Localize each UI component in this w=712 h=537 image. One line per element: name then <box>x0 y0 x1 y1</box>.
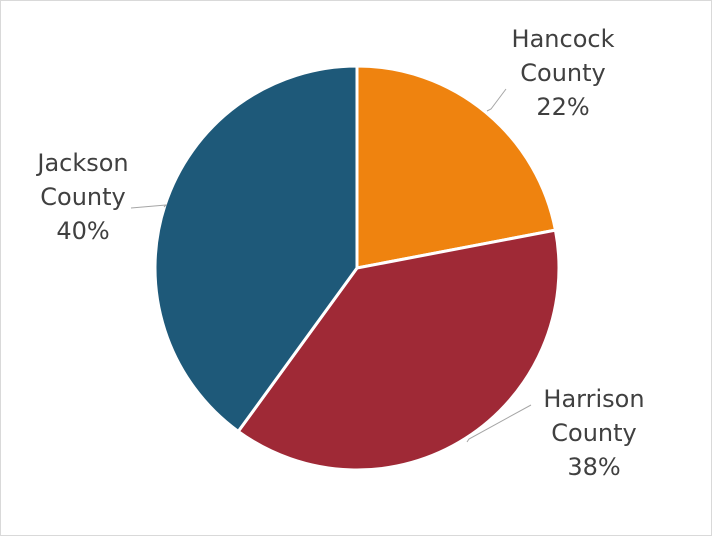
data-label-hancock-line2: County <box>520 59 605 87</box>
leaders-layer <box>130 88 532 443</box>
data-label-harrison: Harrison County 38% <box>543 385 644 481</box>
data-label-jackson-line1: Jackson <box>35 149 128 177</box>
svg-text:County: County <box>551 419 636 447</box>
svg-text:Hancock: Hancock <box>512 25 615 53</box>
pie-slice-harrison <box>236 228 561 472</box>
svg-text:Harrison: Harrison <box>543 385 644 413</box>
data-label-harrison-percent: 38% <box>567 453 620 481</box>
data-label-jackson-percent: 40% <box>56 217 109 245</box>
leader-line-hancock <box>486 88 507 112</box>
svg-text:40%: 40% <box>56 217 109 245</box>
svg-text:Jackson: Jackson <box>35 149 128 177</box>
data-label-harrison-line2: County <box>551 419 636 447</box>
svg-text:22%: 22% <box>536 93 589 121</box>
svg-text:County: County <box>520 59 605 87</box>
svg-text:County: County <box>40 183 125 211</box>
data-label-hancock-line1: Hancock <box>512 25 615 53</box>
leader-line-jackson <box>130 204 168 209</box>
leader-line-harrison <box>466 404 532 443</box>
slices-layer <box>153 64 561 472</box>
pie-slice-hancock <box>355 64 557 270</box>
data-label-harrison-line1: Harrison <box>543 385 644 413</box>
svg-text:38%: 38% <box>567 453 620 481</box>
data-label-hancock-percent: 22% <box>536 93 589 121</box>
data-label-jackson-line2: County <box>40 183 125 211</box>
data-label-hancock: Hancock County 22% <box>512 25 615 121</box>
data-label-jackson: Jackson County 40% <box>35 149 128 245</box>
